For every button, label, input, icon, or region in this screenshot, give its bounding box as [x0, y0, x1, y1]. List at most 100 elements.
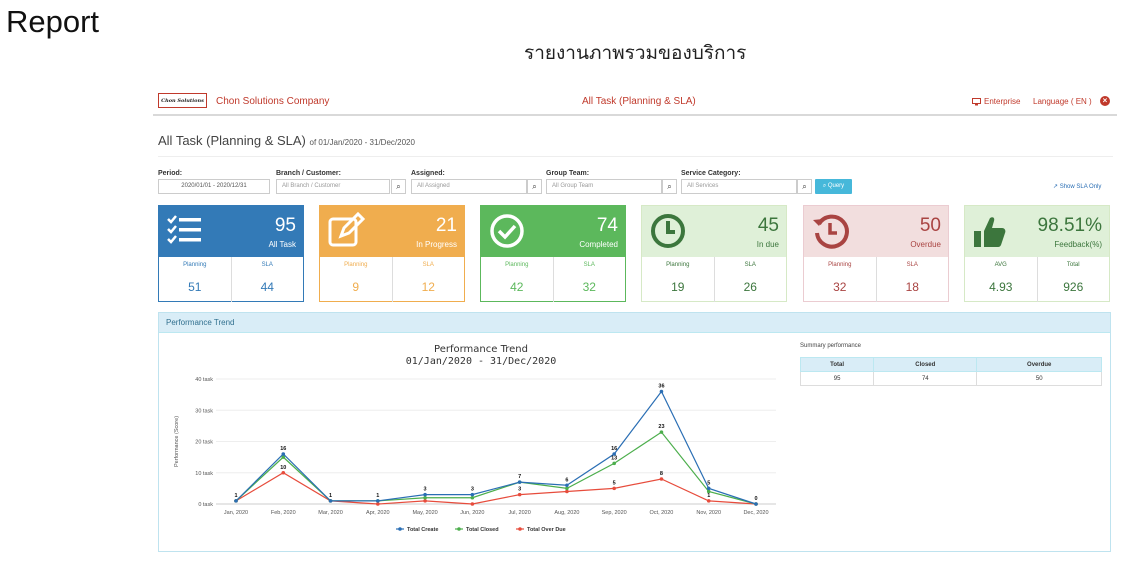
card-feedback[interactable]: 98.51% Feedback(%) AVG 4.93 Total 926: [964, 205, 1110, 302]
card-right-stat: SLA 12: [391, 257, 465, 302]
group-search-icon[interactable]: ⌕: [662, 179, 677, 194]
top-bar: Chon Solutions Chon Solutions Company Al…: [153, 88, 1117, 116]
query-icon: ⌕: [822, 183, 828, 189]
chart-title: Performance Trend: [434, 344, 528, 355]
branch-search-icon[interactable]: ⌕: [391, 179, 406, 194]
enterprise-link[interactable]: Enterprise: [972, 97, 1020, 106]
legend-label: Total Closed: [466, 527, 499, 533]
data-point: [612, 461, 616, 466]
card-in-progress[interactable]: 21 In Progress Planning 9 SLA 12: [319, 205, 465, 302]
card-left-label: Planning: [828, 262, 852, 268]
card-header: 21 In Progress: [320, 206, 464, 257]
card-left-label: Planning: [183, 262, 207, 268]
show-sla-only-link[interactable]: ↗ Show SLA Only: [1053, 184, 1102, 190]
query-button[interactable]: ⌕ Query: [815, 179, 852, 194]
data-point: [706, 486, 711, 491]
card-value: 50: [919, 215, 941, 236]
data-label: 7: [518, 474, 521, 480]
card-all-task[interactable]: 95 All Task Planning 51 SLA 44: [158, 205, 304, 302]
data-point: [706, 499, 711, 503]
assigned-search-icon[interactable]: ⌕: [527, 179, 542, 194]
x-tick-label: Sep, 2020: [602, 510, 627, 516]
data-point: [234, 499, 238, 503]
enterprise-label: Enterprise: [984, 97, 1021, 106]
performance-panel-header: Performance Trend: [159, 313, 1110, 333]
divider: [158, 156, 1113, 157]
data-point: [706, 489, 711, 494]
card-right-stat: SLA 18: [875, 257, 949, 302]
card-left-value: 4.93: [989, 280, 1013, 294]
data-point: [517, 480, 522, 484]
x-tick-label: Jan, 2020: [224, 510, 248, 516]
x-tick-label: Aug, 2020: [554, 510, 579, 516]
card-header: 50 Overdue: [804, 206, 948, 257]
card-in-due[interactable]: 45 In due Planning 19 SLA 26: [641, 205, 787, 302]
branch-label: Branch / Customer:: [276, 170, 341, 177]
card-left-stat: Planning 19: [642, 257, 714, 302]
card-right-stat: SLA 26: [713, 257, 787, 302]
card-left-stat: Planning 42: [481, 257, 553, 302]
company-name[interactable]: Chon Solutions Company: [216, 96, 330, 107]
group-input[interactable]: All Group Team: [546, 179, 662, 194]
thai-title: รายงานภาพรวมของบริการ: [524, 42, 747, 64]
service-label: Service Category:: [681, 170, 741, 177]
y-tick-label: 10 task: [195, 471, 213, 477]
card-completed[interactable]: 74 Completed Planning 42 SLA 32: [480, 205, 626, 302]
card-value: 98.51%: [1037, 215, 1102, 236]
data-point: [659, 430, 664, 434]
series-line-total-over-due: [235, 472, 757, 505]
card-right-value: 12: [421, 280, 435, 294]
card-right-value: 18: [905, 280, 919, 294]
data-point: [565, 489, 569, 494]
data-label: 1: [329, 493, 332, 499]
close-icon[interactable]: ×: [1100, 96, 1110, 106]
data-label: 10: [280, 465, 286, 471]
card-value: 95: [274, 215, 296, 236]
company-logo[interactable]: Chon Solutions: [158, 93, 207, 108]
data-point: [612, 486, 616, 491]
summary-header-overdue: Overdue: [976, 357, 1102, 372]
data-label: 13: [611, 455, 617, 461]
data-point: [423, 495, 427, 500]
service-input[interactable]: All Services: [681, 179, 797, 194]
data-point: [565, 486, 569, 491]
card-right-value: 32: [582, 280, 596, 294]
data-label: 6: [565, 477, 568, 483]
card-overdue[interactable]: 50 Overdue Planning 32 SLA 18: [803, 205, 949, 302]
history-icon: [810, 211, 850, 251]
data-point: [470, 502, 475, 506]
language-selector[interactable]: Language ( EN ): [1033, 97, 1092, 106]
x-tick-label: Nov, 2020: [696, 510, 721, 516]
service-search-icon[interactable]: ⌕: [797, 179, 812, 194]
card-label: Feedback(%): [1054, 240, 1102, 249]
clock-icon: [648, 211, 688, 251]
data-point: [659, 389, 664, 394]
x-tick-label: Dec, 2020: [743, 510, 768, 516]
page-title-text: All Task (Planning & SLA): [158, 133, 306, 148]
card-right-stat: SLA 44: [230, 257, 304, 302]
data-point: [470, 492, 475, 497]
x-tick-label: Apr, 2020: [366, 510, 390, 516]
card-left-stat: Planning 51: [159, 257, 231, 302]
card-right-value: 44: [260, 280, 274, 294]
data-label: 5: [613, 480, 616, 486]
card-left-value: 32: [833, 280, 847, 294]
assigned-input[interactable]: All Assigned: [411, 179, 527, 194]
card-left-value: 42: [510, 280, 524, 294]
data-point: [565, 483, 569, 488]
data-point: [517, 492, 522, 497]
period-label: Period:: [158, 170, 183, 177]
period-input[interactable]: 2020/01/01 - 2020/12/31: [158, 179, 270, 194]
data-label: 3: [424, 487, 427, 493]
page-title: All Task (Planning & SLA) of 01/Jan/2020…: [158, 133, 415, 148]
list-icon: [165, 211, 205, 251]
legend-label: Total Over Due: [527, 527, 566, 533]
data-label: 1: [376, 493, 379, 499]
branch-input[interactable]: All Branch / Customer: [276, 179, 390, 194]
summary-table: Total Closed Overdue 95 74 50: [799, 357, 1102, 386]
check-circle-icon: [487, 211, 527, 251]
summary-header-total: Total: [799, 357, 875, 372]
thumbs-up-icon: [971, 211, 1011, 251]
legend-marker: [398, 527, 402, 531]
